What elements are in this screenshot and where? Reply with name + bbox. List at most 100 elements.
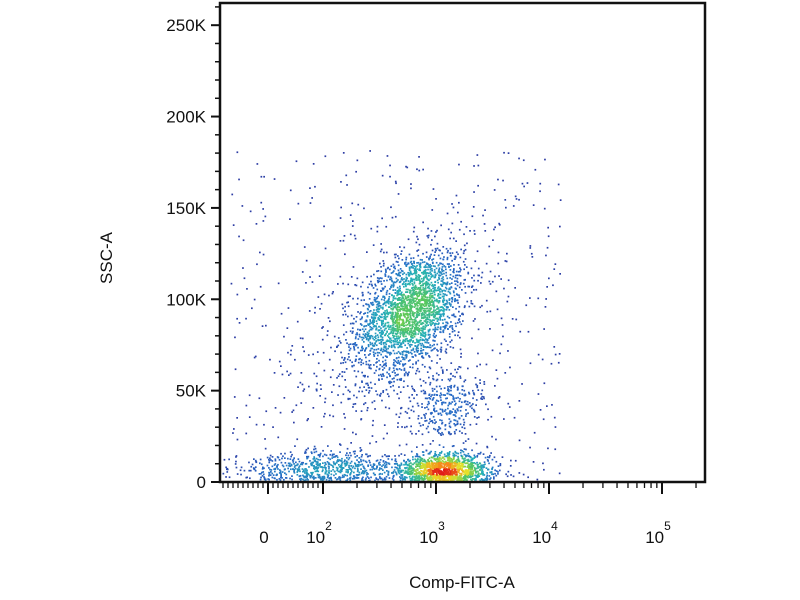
event-dot: [375, 344, 378, 347]
event-dot: [347, 454, 350, 457]
event-dot: [354, 450, 356, 453]
event-dot: [407, 471, 409, 473]
event-dot: [409, 459, 411, 462]
event-dot: [388, 298, 390, 300]
event-dot: [329, 458, 332, 461]
event-dot: [373, 353, 375, 356]
event-dot: [429, 464, 431, 467]
event-dot: [441, 422, 443, 425]
event-dot: [379, 250, 382, 253]
event-dot: [422, 271, 425, 274]
event-dot: [418, 282, 421, 285]
event-dot: [433, 332, 435, 335]
event-dot: [400, 343, 403, 346]
event-dot: [457, 464, 460, 467]
event-dot: [529, 247, 532, 249]
event-dot: [460, 479, 462, 482]
event-dot: [358, 390, 360, 393]
event-dot: [425, 291, 427, 293]
event-dot: [451, 459, 453, 461]
event-dot: [454, 411, 456, 414]
event-dot: [402, 309, 404, 312]
event-dot: [449, 254, 452, 257]
event-dot: [472, 206, 475, 208]
event-dot: [378, 308, 381, 311]
event-dot: [425, 427, 428, 430]
event-dot: [378, 319, 381, 321]
event-dot: [430, 459, 432, 462]
event-dot: [408, 267, 411, 270]
event-dot: [373, 325, 376, 328]
event-dot: [298, 465, 301, 467]
event-dot: [404, 316, 406, 318]
event-dot: [454, 274, 457, 277]
event-dot: [365, 325, 368, 327]
event-dot: [432, 262, 434, 265]
event-dot: [455, 251, 458, 254]
event-dot: [539, 190, 541, 193]
event-dot: [400, 292, 403, 295]
event-dot: [389, 380, 391, 383]
event-dot: [434, 286, 437, 289]
event-dot: [440, 313, 442, 316]
event-dot: [416, 268, 418, 270]
event-dot: [434, 410, 436, 413]
event-dot: [271, 460, 274, 462]
event-dot: [448, 389, 450, 391]
event-dot: [373, 319, 375, 322]
event-dot: [546, 405, 548, 407]
event-dot: [317, 470, 320, 473]
event-dot: [417, 477, 419, 479]
event-dot: [323, 369, 326, 372]
event-dot: [405, 327, 407, 329]
event-dot: [432, 456, 434, 459]
event-dot: [423, 293, 426, 295]
event-dot: [278, 459, 281, 461]
event-dot: [441, 379, 443, 381]
event-dot: [431, 344, 434, 347]
event-dot: [427, 431, 430, 434]
event-dot: [364, 402, 367, 404]
event-dot: [523, 185, 525, 188]
event-dot: [454, 460, 456, 463]
event-dot: [503, 151, 505, 154]
event-dot: [455, 478, 457, 480]
event-dot: [417, 254, 420, 257]
event-dot: [485, 467, 488, 469]
event-dot: [398, 465, 401, 467]
event-dot: [433, 458, 436, 460]
event-dot: [458, 430, 461, 433]
event-dot: [317, 474, 320, 476]
event-dot: [332, 404, 334, 407]
event-dot: [422, 478, 424, 480]
event-dot: [447, 378, 450, 381]
event-dot: [307, 455, 310, 458]
event-dot: [438, 300, 441, 302]
event-dot: [367, 323, 369, 325]
event-dot: [466, 472, 468, 474]
event-dot: [368, 477, 370, 479]
event-dot: [457, 302, 459, 304]
event-dot: [396, 273, 398, 276]
event-dot: [442, 269, 445, 272]
event-dot: [428, 337, 430, 340]
event-dot: [353, 343, 355, 345]
event-dot: [439, 257, 442, 260]
event-dot: [280, 473, 282, 475]
event-dot: [430, 243, 432, 246]
event-dot: [413, 322, 416, 325]
event-dot: [398, 416, 401, 418]
event-dot: [419, 463, 421, 466]
event-dot: [501, 456, 504, 458]
event-dot: [495, 470, 498, 472]
event-dot: [448, 291, 451, 294]
event-dot: [416, 455, 418, 457]
event-dot: [424, 365, 426, 368]
event-dot: [463, 233, 465, 236]
event-dot: [377, 478, 379, 481]
event-dot: [291, 411, 293, 413]
event-dot: [536, 478, 539, 481]
event-dot: [384, 461, 387, 463]
event-dot: [242, 239, 245, 242]
event-dot: [413, 333, 415, 336]
